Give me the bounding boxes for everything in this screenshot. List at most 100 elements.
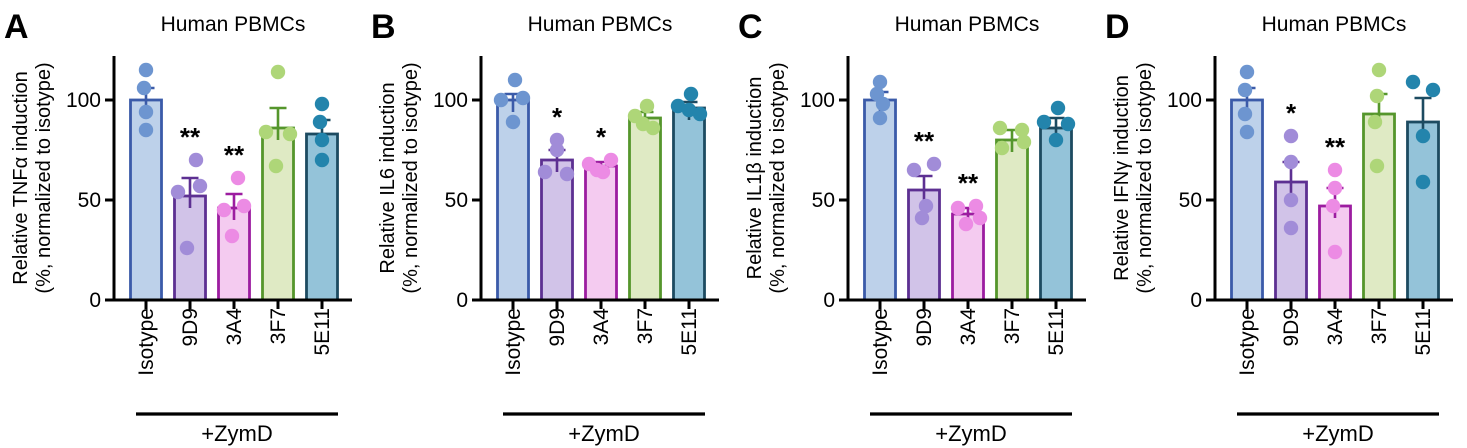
data-point-3f7 xyxy=(639,98,655,114)
data-point-9d9 xyxy=(549,142,565,158)
data-point-5e11 xyxy=(683,86,699,102)
panel-label: B xyxy=(371,8,396,46)
data-point-3f7 xyxy=(268,158,284,174)
data-point-isotype xyxy=(138,122,154,138)
data-point-isotype xyxy=(1237,82,1253,98)
data-point-5e11 xyxy=(1060,116,1076,132)
data-point-3a4 xyxy=(950,200,966,216)
data-point-3a4 xyxy=(236,198,252,214)
data-point-3a4 xyxy=(972,210,988,226)
bar-isotype xyxy=(496,98,530,302)
data-point-5e11 xyxy=(1415,128,1431,144)
data-point-3a4 xyxy=(1327,244,1343,260)
data-point-5e11 xyxy=(312,114,328,130)
data-point-isotype xyxy=(875,96,891,112)
data-point-3f7 xyxy=(992,120,1008,136)
data-point-5e11 xyxy=(314,152,330,168)
y-tick-label: 0 xyxy=(823,289,835,312)
data-point-3f7 xyxy=(1371,62,1387,78)
chart-title: Human PBMCs xyxy=(528,13,673,36)
data-point-5e11 xyxy=(692,106,708,122)
data-point-isotype xyxy=(872,110,888,126)
data-point-9d9 xyxy=(192,178,208,194)
y-axis-label-line2: (%, normalized to isotype) xyxy=(1134,62,1156,293)
data-point-5e11 xyxy=(1405,74,1421,90)
x-tick-label-9d9: 9D9 xyxy=(1280,308,1303,347)
panel-label: D xyxy=(1105,8,1130,46)
y-tick-label: 0 xyxy=(89,289,101,312)
panel-label: C xyxy=(738,8,763,46)
data-point-9d9 xyxy=(188,152,204,168)
chart-panel-c: ** ** 0 50 100 Isotype 9D9 3A4 3F7 5E11 Human PBMC… xyxy=(738,8,1086,446)
x-tick-label-5e11: 5E11 xyxy=(1412,308,1435,356)
y-axis-label-line1: Relative IFNγ induction xyxy=(1111,75,1133,281)
data-point-3a4 xyxy=(595,164,611,180)
x-tick-label-5e11: 5E11 xyxy=(678,308,701,356)
chart-title: Human PBMCs xyxy=(1262,13,1407,36)
data-point-3a4 xyxy=(216,202,232,218)
bar-isotype xyxy=(863,98,897,302)
significance-marker-9d9: * xyxy=(1286,98,1297,128)
x-tick-label-3a4: 3A4 xyxy=(957,308,980,346)
data-point-3f7 xyxy=(645,120,661,136)
data-point-9d9 xyxy=(1283,192,1299,208)
data-point-9d9 xyxy=(906,162,922,178)
bar-3a4 xyxy=(584,164,618,302)
group-label: +ZymD xyxy=(935,421,1007,446)
significance-marker-3a4: * xyxy=(596,122,607,152)
x-tick-label-3f7: 3F7 xyxy=(634,308,657,344)
x-tick-label-3a4: 3A4 xyxy=(1324,308,1347,346)
x-tick-label-isotype: Isotype xyxy=(869,308,892,376)
data-point-3a4 xyxy=(1325,198,1341,214)
data-point-5e11 xyxy=(1415,174,1431,190)
chart-title: Human PBMCs xyxy=(161,13,306,36)
x-tick-label-3f7: 3F7 xyxy=(267,308,290,344)
data-point-5e11 xyxy=(314,132,330,148)
data-point-5e11 xyxy=(1048,132,1064,148)
y-axis-label-line2: (%, normalized to isotype) xyxy=(33,62,55,293)
data-point-9d9 xyxy=(926,156,942,172)
y-tick-label: 100 xyxy=(433,89,468,112)
data-point-9d9 xyxy=(549,132,565,148)
significance-marker-3a4: ** xyxy=(224,140,245,170)
x-tick-label-9d9: 9D9 xyxy=(179,308,202,347)
data-point-isotype xyxy=(507,72,523,88)
y-axis-label-line1: Relative TNFα induction xyxy=(10,71,32,285)
data-point-isotype xyxy=(1239,124,1255,140)
data-point-9d9 xyxy=(914,210,930,226)
y-axis-label-line1: Relative IL6 induction xyxy=(377,82,399,273)
significance-marker-9d9: ** xyxy=(180,122,201,152)
data-point-9d9 xyxy=(179,240,195,256)
data-point-3f7 xyxy=(1369,158,1385,174)
data-point-9d9 xyxy=(1283,128,1299,144)
data-point-3a4 xyxy=(603,152,619,168)
bar-3a4 xyxy=(217,206,251,302)
data-point-3f7 xyxy=(1014,122,1030,138)
data-point-3f7 xyxy=(994,140,1010,156)
data-point-3f7 xyxy=(1369,88,1385,104)
bar-3f7 xyxy=(628,116,662,302)
y-tick-label: 100 xyxy=(1167,89,1202,112)
chart-panel-b: * * 0 50 100 Isotype 9D9 3A4 3F7 5E11 Human PBMCs B… xyxy=(371,8,719,446)
x-tick-label-3a4: 3A4 xyxy=(590,308,613,346)
panel-label: A xyxy=(4,8,29,46)
significance-marker-9d9: * xyxy=(552,102,563,132)
data-point-isotype xyxy=(1239,64,1255,80)
data-point-3f7 xyxy=(270,64,286,80)
x-tick-label-3f7: 3F7 xyxy=(1368,308,1391,344)
y-tick-label: 50 xyxy=(1179,189,1202,212)
group-label: +ZymD xyxy=(201,421,273,446)
x-tick-label-3a4: 3A4 xyxy=(223,308,246,346)
bar-5e11 xyxy=(1039,126,1073,302)
chart-panel-a: ** ** 0 50 100 Isotype 9D9 3A4 3F7 5E11 Human PBMC… xyxy=(4,8,352,446)
data-point-5e11 xyxy=(670,98,686,114)
y-axis-label-line2: (%, normalized to isotype) xyxy=(767,62,789,293)
y-tick-label: 50 xyxy=(78,189,101,212)
data-point-3f7 xyxy=(282,126,298,142)
data-point-isotype xyxy=(138,62,154,78)
chart-title: Human PBMCs xyxy=(895,13,1040,36)
y-tick-label: 50 xyxy=(812,189,835,212)
y-tick-label: 0 xyxy=(1190,289,1202,312)
x-tick-label-9d9: 9D9 xyxy=(546,308,569,347)
bar-5e11 xyxy=(1406,120,1440,302)
